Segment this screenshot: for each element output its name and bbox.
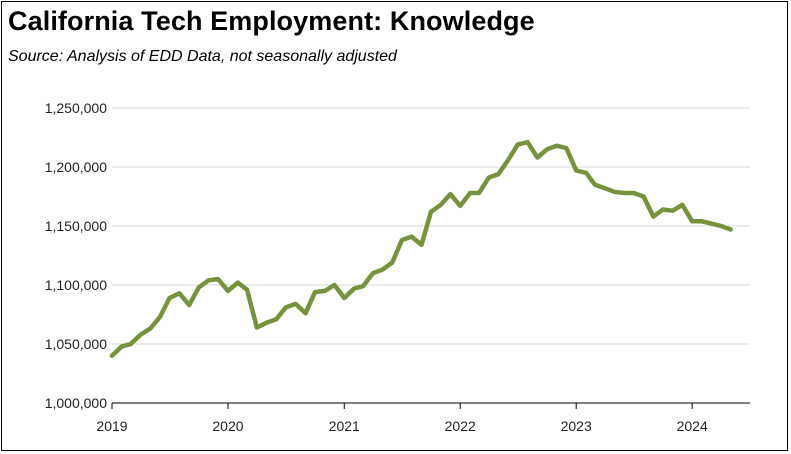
gridlines — [112, 107, 750, 345]
plot-area — [109, 139, 733, 359]
x-tick-label: 2023 — [561, 418, 592, 434]
x-tick-label: 2020 — [212, 418, 243, 434]
x-tick-label: 2021 — [329, 418, 360, 434]
chart-subtitle: Source: Analysis of EDD Data, not season… — [8, 48, 397, 65]
y-tick-label: 1,150,000 — [45, 218, 107, 234]
y-tick-label: 1,200,000 — [45, 159, 107, 175]
y-tick-label: 1,250,000 — [45, 100, 107, 116]
x-tick-label: 2019 — [96, 418, 127, 434]
x-axis: 2019 2020 2021 2022 2023 2024 — [96, 402, 750, 434]
series-line — [109, 139, 733, 359]
x-tick-label: 2024 — [677, 418, 708, 434]
y-tick-label: 1,050,000 — [45, 336, 107, 352]
y-tick-label: 1,000,000 — [45, 395, 107, 411]
x-tick-label: 2022 — [445, 418, 476, 434]
y-tick-label: 1,100,000 — [45, 277, 107, 293]
y-axis: 1,000,000 1,050,000 1,100,000 1,150,000 1,20… — [45, 100, 107, 411]
chart-title: California Tech Employment: Knowledge — [8, 6, 535, 36]
